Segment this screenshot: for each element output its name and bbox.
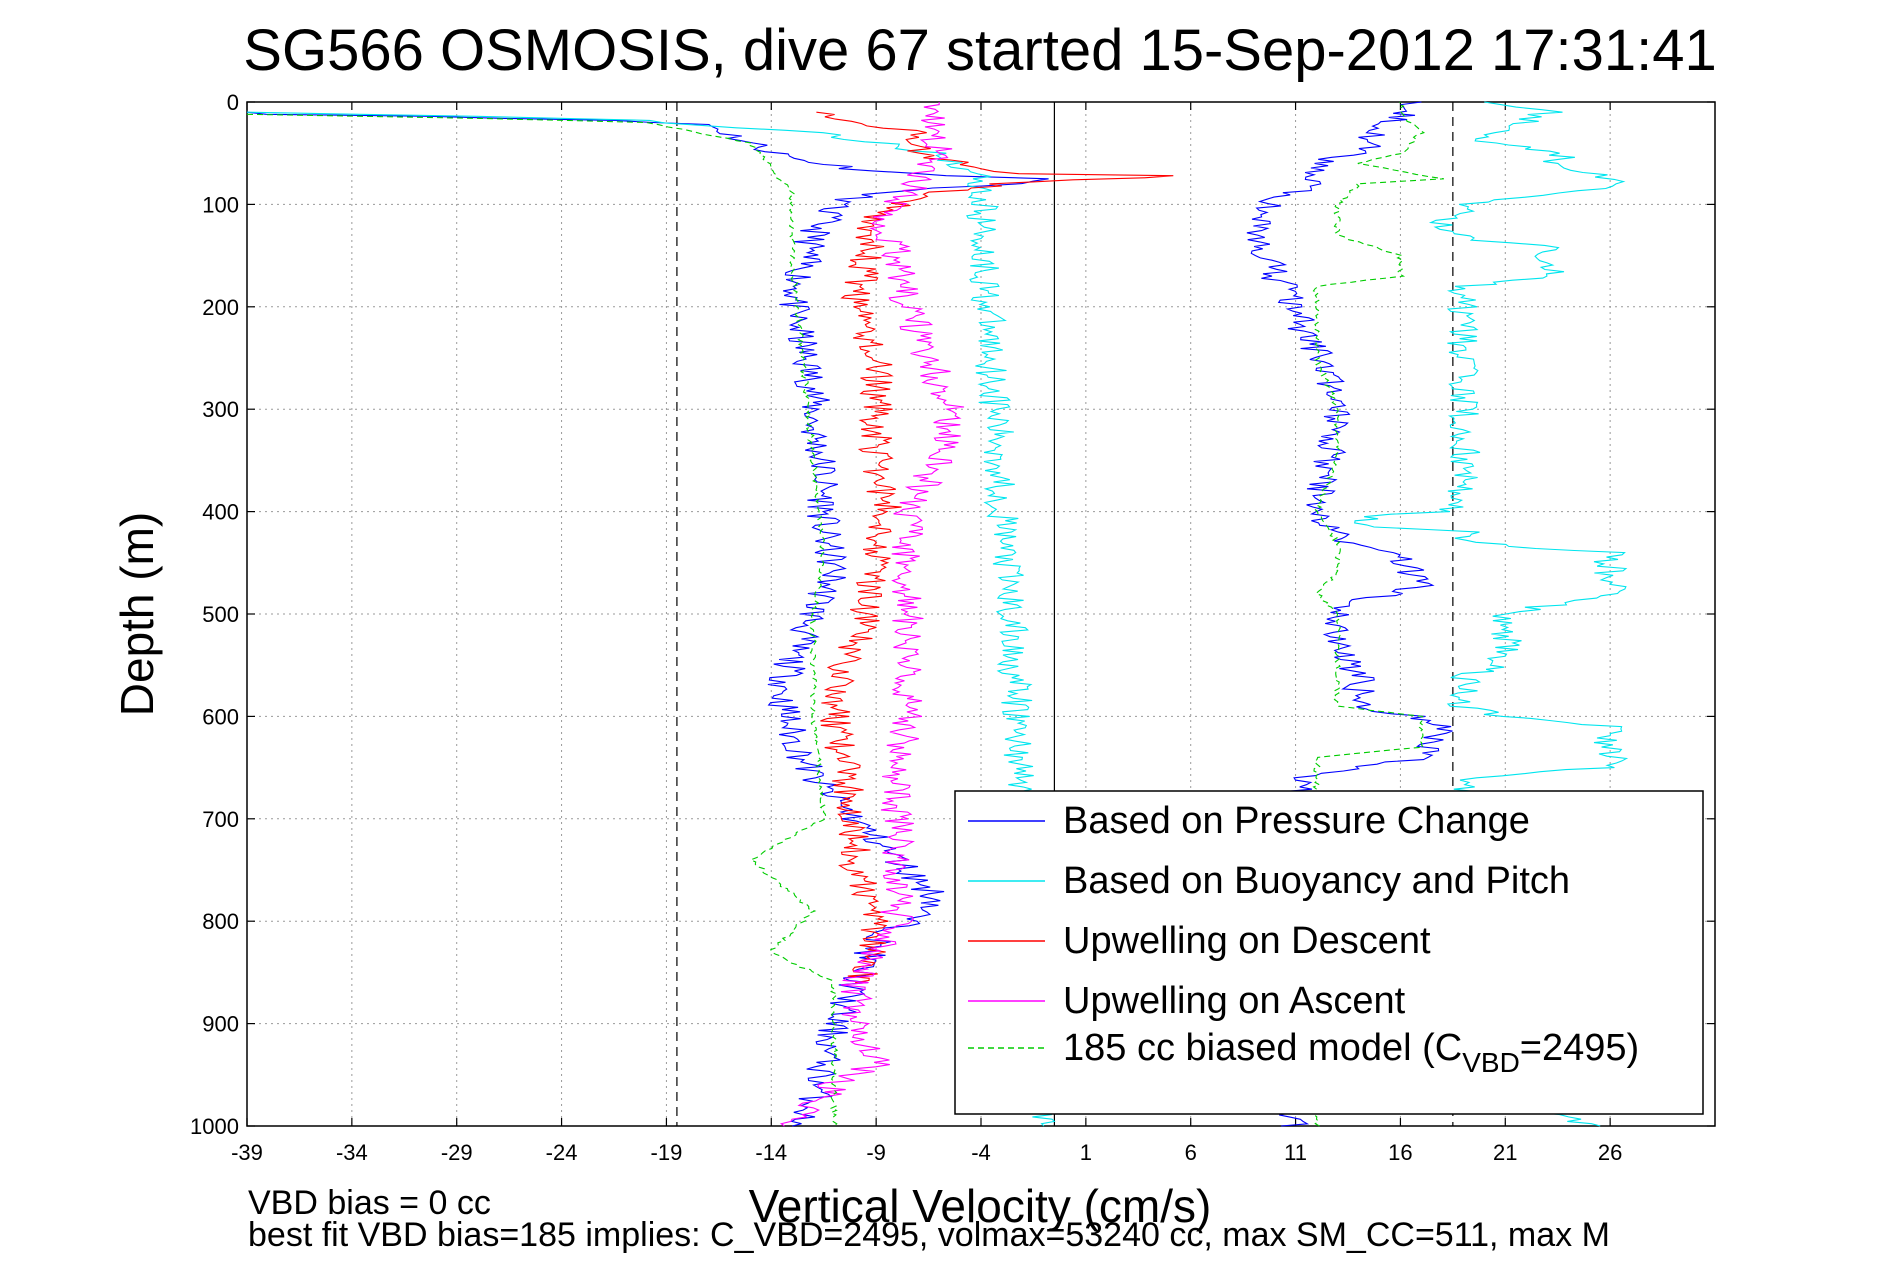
y-axis-ticks: 0 100 200 300 400 500 600 700 800 900 1000 — [190, 90, 1715, 1139]
x-tick-label: -4 — [971, 1140, 991, 1165]
legend-label: Based on Pressure Change — [1063, 800, 1530, 842]
legend-label: Upwelling on Ascent — [1063, 980, 1406, 1022]
y-tick-label: 600 — [202, 704, 239, 729]
x-tick-label: -24 — [546, 1140, 578, 1165]
y-tick-label: 700 — [202, 807, 239, 832]
y-tick-label: 1000 — [190, 1114, 239, 1139]
x-tick-label: 21 — [1493, 1140, 1517, 1165]
x-tick-label: -29 — [441, 1140, 473, 1165]
footer-line-2: best fit VBD bias=185 implies: C_VBD=249… — [248, 1216, 1610, 1254]
series-line-4-ascent — [1312, 101, 1444, 1127]
series-line-4-descent — [246, 113, 839, 1127]
chart-title: SG566 OSMOSIS, dive 67 started 15-Sep-20… — [243, 18, 1716, 83]
x-tick-label: 1 — [1080, 1140, 1092, 1165]
x-axis-label: Vertical Velocity (cm/s) — [749, 1180, 1212, 1232]
x-tick-label: -9 — [866, 1140, 886, 1165]
series-line-3-ascent — [780, 101, 965, 1127]
series-line-2-descent — [816, 111, 1174, 984]
x-tick-label: 16 — [1388, 1140, 1412, 1165]
legend-label: Upwelling on Descent — [1063, 920, 1431, 962]
y-tick-label: 100 — [202, 192, 239, 217]
x-tick-label: -34 — [336, 1140, 368, 1165]
x-tick-label: 11 — [1284, 1140, 1307, 1165]
x-tick-label: -14 — [755, 1140, 787, 1165]
legend-label: Based on Buoyancy and Pitch — [1063, 860, 1570, 902]
y-tick-label: 500 — [202, 602, 239, 627]
y-tick-label: 900 — [202, 1012, 239, 1037]
y-tick-label: 800 — [202, 909, 239, 934]
y-tick-label: 400 — [202, 500, 239, 525]
x-tick-label: -19 — [651, 1140, 683, 1165]
x-tick-label: 6 — [1185, 1140, 1197, 1165]
x-tick-label: -39 — [231, 1140, 263, 1165]
footer-line-1: VBD bias = 0 cc — [248, 1184, 491, 1222]
x-axis-ticks: -39 -34 -29 -24 -19 -14 -9 -4 1 6 11 16 21 26 — [231, 102, 1622, 1165]
y-tick-label: 300 — [202, 397, 239, 422]
y-tick-label: 200 — [202, 295, 239, 320]
legend-box — [954, 790, 1704, 1115]
legend: Based on Pressure Change Based on Buoyanc… — [954, 790, 1704, 1115]
series-line-0-descent — [246, 111, 1049, 1127]
y-axis-label: Depth (m) — [111, 512, 163, 716]
y-tick-label: 0 — [227, 90, 239, 115]
x-tick-label: 26 — [1598, 1140, 1622, 1165]
legend-label: 185 cc biased model (CVBD=2495) — [1063, 1027, 1639, 1078]
